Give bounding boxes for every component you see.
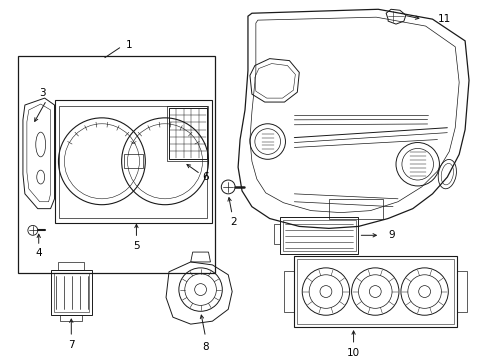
Bar — [50, 270, 92, 315]
Text: 10: 10 — [347, 348, 360, 358]
Bar — [53, 273, 89, 312]
Bar — [297, 259, 454, 324]
Bar — [283, 220, 356, 251]
Bar — [279, 217, 359, 254]
Text: 9: 9 — [388, 230, 395, 240]
Bar — [294, 256, 457, 327]
Text: 1: 1 — [126, 40, 133, 50]
Text: 11: 11 — [438, 14, 451, 24]
Text: 8: 8 — [202, 342, 209, 352]
Bar — [273, 224, 279, 244]
Text: 3: 3 — [39, 88, 46, 98]
Text: 5: 5 — [133, 241, 140, 251]
Text: 6: 6 — [202, 172, 209, 182]
Text: 2: 2 — [230, 217, 237, 228]
Bar — [457, 271, 467, 312]
Bar — [169, 108, 206, 159]
Bar — [285, 271, 294, 312]
Bar — [58, 262, 84, 270]
Text: 7: 7 — [68, 340, 74, 350]
Text: 4: 4 — [35, 248, 42, 258]
Bar — [123, 154, 144, 168]
Bar — [60, 315, 82, 321]
Bar — [329, 199, 383, 219]
Bar — [167, 106, 208, 161]
Bar — [18, 56, 216, 273]
